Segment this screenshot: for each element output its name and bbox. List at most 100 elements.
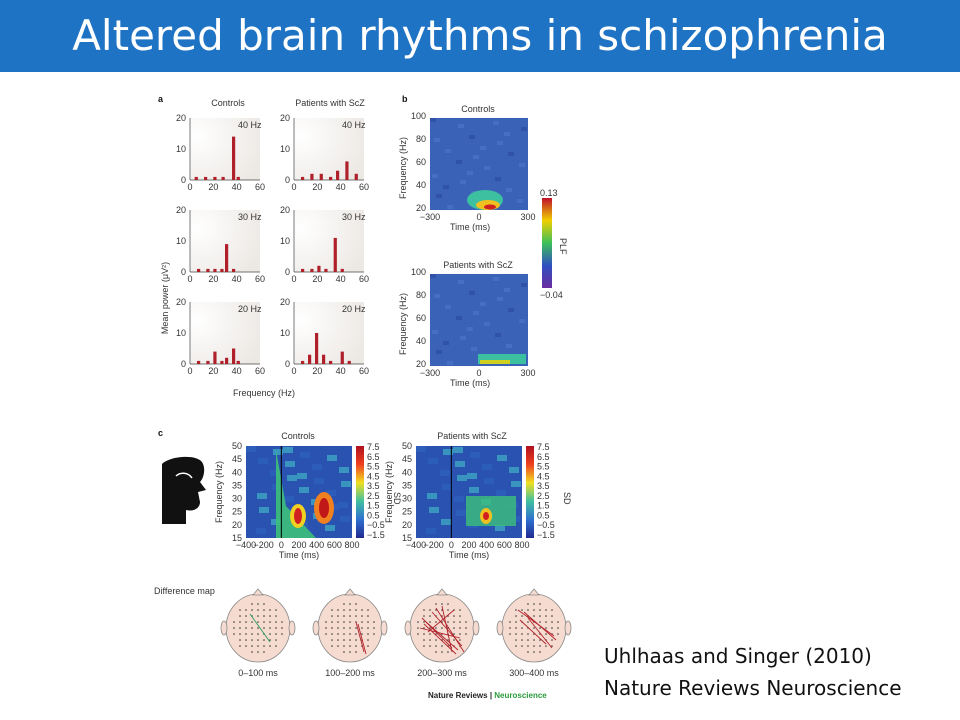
electrode [343,627,345,629]
panel-a-title-patients: Patients with ScZ [295,98,365,108]
plf-colorbar-max: 0.13 [540,188,558,198]
difference-map-window: 300–400 ms [509,668,559,678]
electrode [465,627,467,629]
sd-hotspot [319,498,329,518]
electrode [337,621,339,623]
panel-c-label: c [158,428,163,438]
histogram-bar [308,354,312,364]
electrode [361,609,363,611]
electrode [263,627,265,629]
head-ear [288,620,296,636]
synchrony-line [441,605,453,653]
sd-xlabel: Time (ms) [279,550,319,560]
histogram-xtick: 40 [336,366,346,376]
histogram-ytick: 0 [181,267,186,277]
synchrony-line [427,609,455,633]
sd-heatmap-noise [495,525,505,531]
sd-heatmap-noise [453,447,463,453]
electrode [325,633,327,635]
electrode [343,639,345,641]
sd-xtick: −400 [406,540,426,550]
sd-ylabel: Frequency (Hz) [384,461,394,523]
electrode [281,633,283,635]
sd-heatmap-noise [455,461,465,467]
electrode [349,645,351,647]
electrode [251,651,253,653]
histogram-ytick: 10 [176,236,186,246]
electrode [239,615,241,617]
plf-heatmap-noise [445,149,451,153]
electrode [343,609,345,611]
plf-heatmap-noise [504,288,510,292]
electrode [373,627,375,629]
sd-ytick: 15 [402,533,412,543]
histogram-bar [345,161,349,180]
difference-map-window: 0–100 ms [238,668,278,678]
sd-hotspot [466,496,516,526]
electrode [539,627,541,629]
electrode [429,627,431,629]
histogram-xtick: 0 [187,366,192,376]
electrode [263,645,265,647]
electrode [459,609,461,611]
histogram-bar [221,176,225,180]
histogram-xtick: 0 [291,274,296,284]
sd-ytick: 30 [232,494,242,504]
sd-ytick: 25 [402,507,412,517]
sd-heatmap-noise [442,484,452,490]
sd-xtick: 0 [279,540,284,550]
electrode [521,645,523,647]
plf-heatmap-noise [471,347,477,351]
electrode [245,609,247,611]
electrode [257,615,259,617]
plf-heatmap-noise [430,118,436,122]
sd-colorbar-tick: 2.5 [367,491,380,501]
electrode [429,615,431,617]
synchrony-line [249,613,271,643]
plf-xtick: 300 [520,212,535,222]
sd-heatmap-noise [454,496,464,502]
histogram-ytick: 10 [280,328,290,338]
electrode [435,609,437,611]
electrode [257,609,259,611]
electrode [275,621,277,623]
plf-heatmap-noise [493,121,499,125]
difference-map-heads: 0–100 ms 100–200 ms 200–300 ms 300–400 ms [220,588,572,678]
electrode [423,621,425,623]
sd-heatmap-noise [312,464,322,470]
plf-heatmap-noise [506,344,512,348]
panel-a-xlabel: Frequency (Hz) [233,388,295,398]
plf-heatmap-noise [473,155,479,159]
histogram-bar [194,176,198,180]
sd-heatmap-noise [470,452,480,458]
histogram-bar [324,268,328,272]
electrode [263,651,265,653]
plf-ytick: 100 [411,111,426,121]
electrode [257,633,259,635]
sd-heatmap-noise [440,470,450,476]
histogram-bar [322,354,326,364]
electrode [251,609,253,611]
difference-map-label: Difference map [154,586,215,596]
electrode [533,603,535,605]
electrode [239,639,241,641]
panel-a-ylabel: Mean power (μV²) [160,262,170,334]
electrode [349,627,351,629]
electrode [545,645,547,647]
histogram-bar [232,348,236,364]
sd-xtick: 600 [327,540,342,550]
electrode [515,615,517,617]
plf-heatmap-noise [506,188,512,192]
electrode [423,609,425,611]
panel-c-title-patients: Patients with ScZ [437,431,507,441]
electrode [257,603,259,605]
sd-colorbar-tick: 3.5 [367,481,380,491]
electrode [239,633,241,635]
electrode [233,621,235,623]
plf-ytick: 80 [416,290,426,300]
electrode [533,639,535,641]
sd-heatmap-noise [456,510,466,516]
electrode [539,615,541,617]
histogram-ytick: 20 [280,205,290,215]
histogram-bar [204,176,208,180]
